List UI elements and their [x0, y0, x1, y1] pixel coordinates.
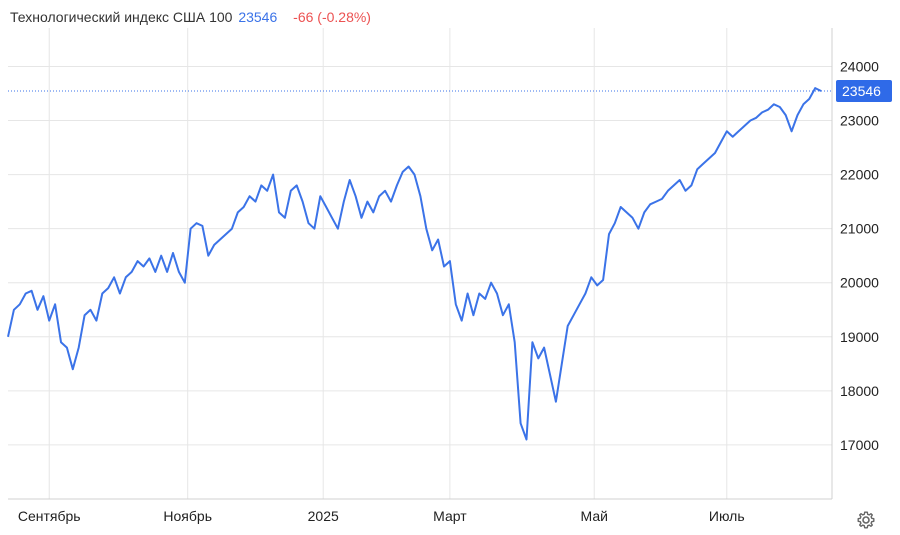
y-tick-label: 19000 [840, 329, 879, 345]
y-tick-label: 22000 [840, 167, 879, 183]
y-tick-label: 18000 [840, 383, 879, 399]
y-tick-label: 21000 [840, 221, 879, 237]
instrument-title: Технологический индекс США 100 [10, 9, 233, 25]
chart-grid [8, 28, 833, 500]
x-tick-label: Июль [709, 508, 745, 524]
series-line [7, 87, 822, 441]
gear-icon [857, 511, 875, 529]
x-tick-label: Ноябрь [163, 508, 212, 524]
x-tick-label: Сентябрь [18, 508, 81, 524]
y-axis-labels: 17000 18000 19000 20000 21000 22000 23000 24000 [840, 58, 879, 452]
last-price-value: 23546 [238, 9, 278, 25]
last-price-tag-label: 23546 [842, 83, 881, 99]
chart-header: Технологический индекс США 100 23546 -66… [10, 6, 371, 28]
y-tick-label: 23000 [840, 113, 879, 129]
y-tick-label: 17000 [840, 437, 879, 453]
x-tick-label: 2025 [308, 508, 339, 524]
last-price-tag-bg [836, 79, 892, 102]
y-tick-label: 24000 [840, 58, 879, 74]
settings-button[interactable] [856, 510, 876, 530]
last-price-tag: 23546 [836, 79, 892, 102]
price-change-value: -66 (-0.28%) [293, 9, 371, 25]
x-tick-label: Май [581, 508, 608, 524]
y-tick-label: 20000 [840, 275, 879, 291]
x-axis-labels: Сентябрь Ноябрь 2025 Март Май Июль [18, 508, 745, 524]
x-tick-label: Март [433, 508, 467, 524]
